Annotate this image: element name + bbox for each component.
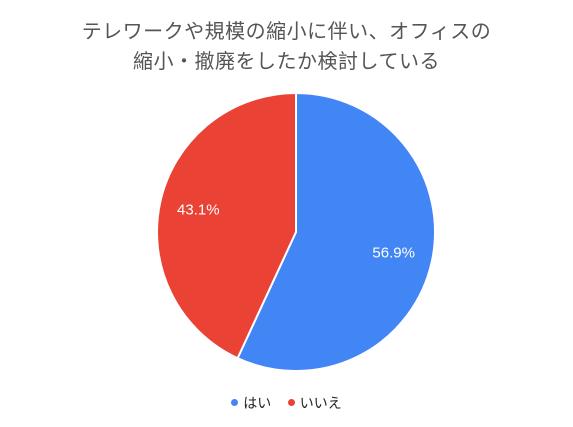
pie-slice-no[interactable] — [156, 92, 297, 360]
legend-swatch-yes — [231, 398, 239, 406]
legend-label-yes: はい — [243, 396, 272, 412]
legend-item-no[interactable]: いいえ — [287, 393, 342, 413]
chart-title-line-2: 縮小・撤廃をしたか検討している — [133, 49, 440, 73]
legend-swatch-no — [287, 398, 295, 406]
pie-data-labels: 56.9% 43.1% — [177, 201, 415, 261]
legend-label-no: いいえ — [299, 396, 342, 412]
legend-item-yes[interactable]: はい — [231, 393, 271, 413]
data-label-yes: 56.9% — [372, 244, 415, 261]
pie-slices — [156, 92, 436, 372]
legend: はい いいえ — [0, 393, 573, 413]
chart-title-line-1: テレワークや規模の縮小に伴い、オフィスの — [81, 19, 492, 43]
pie-slice-yes[interactable] — [236, 92, 436, 372]
chart-title: テレワークや規模の縮小に伴い、オフィスの 縮小・撤廃をしたか検討している — [0, 16, 573, 76]
data-label-no: 43.1% — [177, 201, 220, 218]
